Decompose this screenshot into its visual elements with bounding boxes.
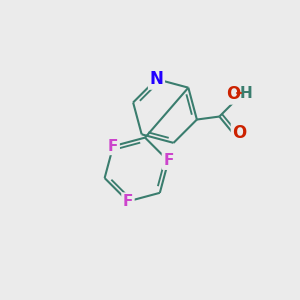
Text: O: O <box>232 124 247 142</box>
Text: F: F <box>163 154 174 169</box>
Text: F: F <box>123 194 133 209</box>
Text: F: F <box>108 139 119 154</box>
Text: O: O <box>226 85 240 103</box>
Text: N: N <box>149 70 164 88</box>
Text: H: H <box>239 85 252 100</box>
